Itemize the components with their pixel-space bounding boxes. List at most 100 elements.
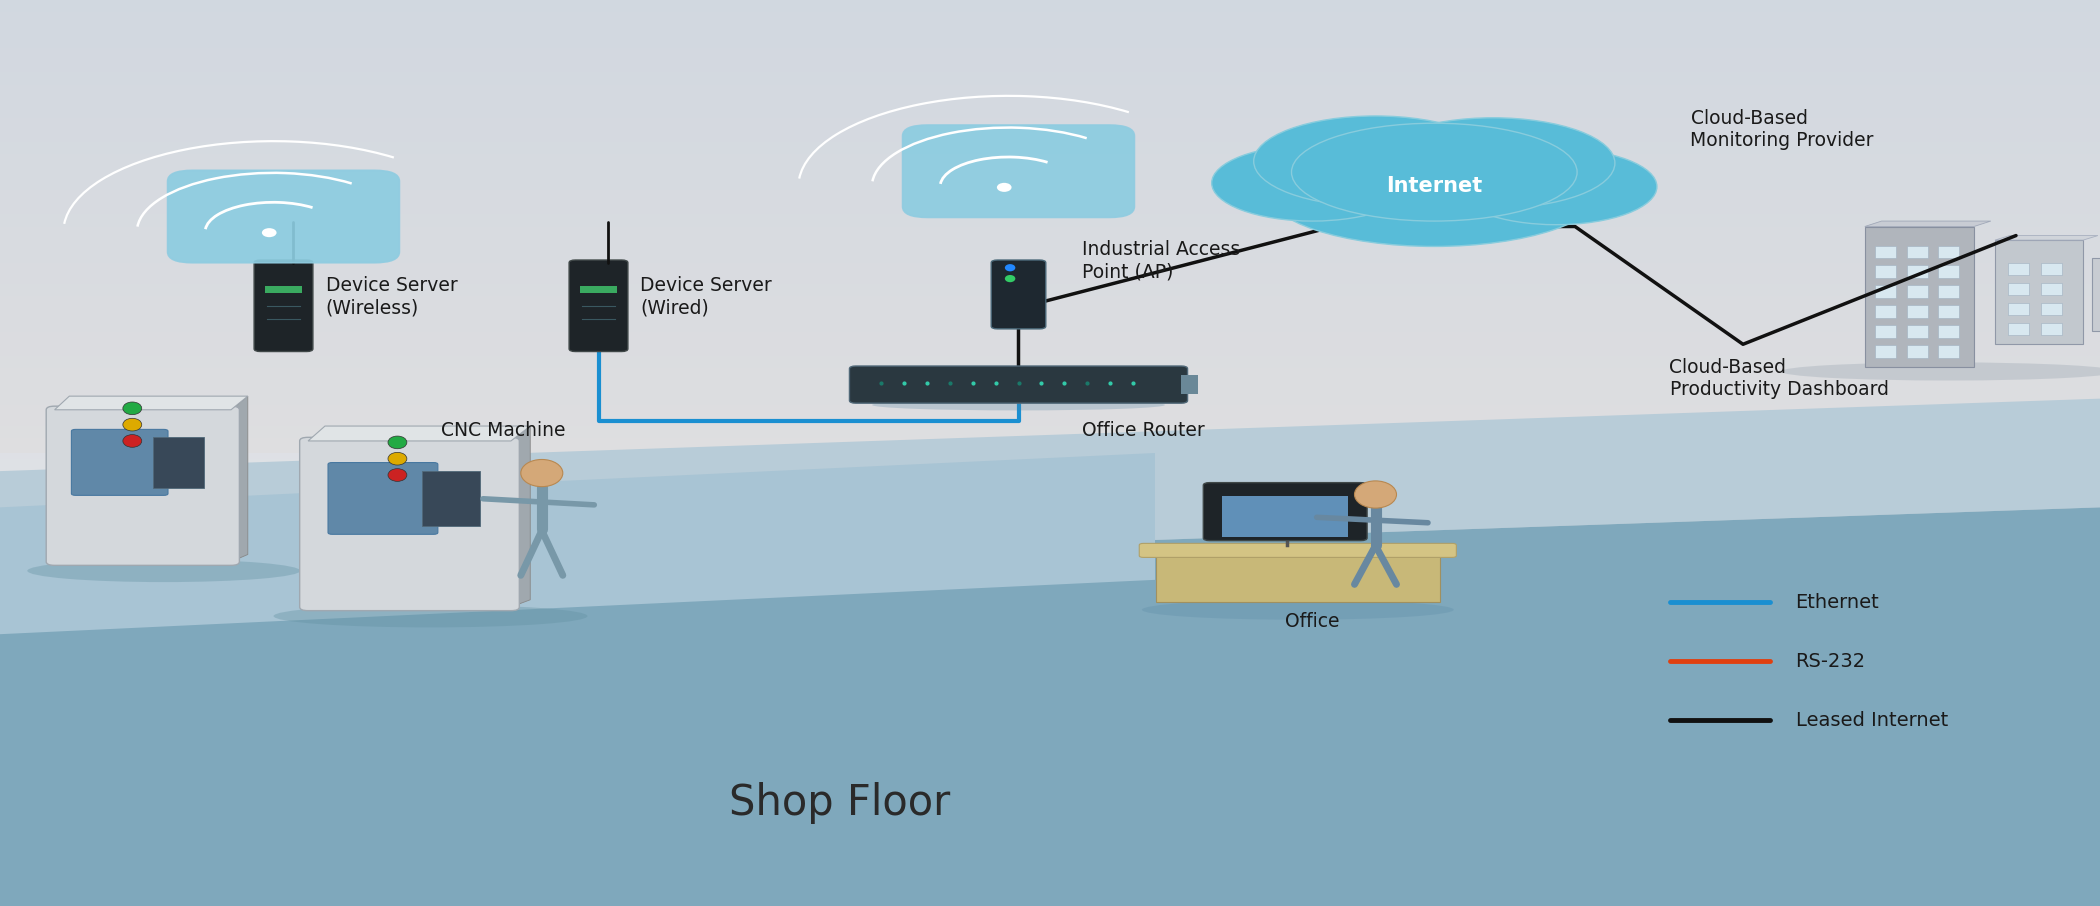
Bar (0, 704, 2100, 707)
Bar (1875, 285, 1896, 298)
Bar (0, 34, 2100, 36)
Text: Cloud-Based
Productivity Dashboard: Cloud-Based Productivity Dashboard (1670, 358, 1888, 399)
Bar (0, 462, 2100, 465)
Ellipse shape (1266, 134, 1602, 246)
Ellipse shape (872, 400, 1166, 410)
Bar (0, 849, 2100, 852)
Bar (0, 396, 2100, 399)
Bar (0, 314, 2100, 317)
Bar (0, 57, 2100, 61)
Bar (0, 160, 2100, 163)
Bar (0, 21, 2100, 24)
Polygon shape (510, 426, 529, 607)
Bar (0, 305, 2100, 308)
Bar (0, 779, 2100, 782)
Bar (1938, 246, 1959, 258)
Bar (0, 824, 2100, 827)
Ellipse shape (273, 605, 588, 627)
Bar (0, 233, 2100, 236)
Bar (0, 673, 2100, 677)
Bar (0, 498, 2100, 501)
Bar (0, 610, 2100, 613)
Bar (0, 655, 2100, 659)
Bar (0, 809, 2100, 813)
Bar (0, 242, 2100, 245)
FancyBboxPatch shape (1138, 544, 1457, 557)
Bar (0, 166, 2100, 169)
Bar (2008, 303, 2029, 315)
Polygon shape (1865, 221, 1991, 226)
Bar (422, 471, 479, 526)
Bar (0, 199, 2100, 202)
Bar (0, 88, 2100, 91)
Bar (0, 897, 2100, 900)
Bar (0, 202, 2100, 206)
Bar (0, 172, 2100, 175)
Bar (0, 287, 2100, 290)
FancyBboxPatch shape (1203, 483, 1367, 541)
Bar (0, 229, 2100, 233)
Ellipse shape (262, 228, 277, 237)
Bar (0, 351, 2100, 353)
Bar (0, 281, 2100, 284)
Bar (0, 338, 2100, 342)
Bar (0, 634, 2100, 637)
Bar (0, 296, 2100, 299)
Bar (1907, 325, 1928, 338)
Bar (0, 670, 2100, 673)
Ellipse shape (388, 452, 407, 465)
Bar (0, 6, 2100, 9)
Bar (1222, 496, 1348, 537)
Bar (0, 79, 2100, 82)
Bar (0, 843, 2100, 845)
Bar (0, 791, 2100, 795)
Bar (0, 247, 2100, 251)
Bar (0, 528, 2100, 532)
Bar (0, 419, 2100, 423)
Ellipse shape (27, 560, 300, 583)
Ellipse shape (122, 402, 143, 415)
Bar (0, 236, 2100, 238)
Bar (0, 48, 2100, 52)
Bar (0, 82, 2100, 84)
Bar (0, 9, 2100, 12)
Bar (0, 148, 2100, 151)
Bar (0, 333, 2100, 335)
Bar (0, 124, 2100, 127)
Bar (1865, 226, 1974, 367)
Bar (0, 514, 2100, 516)
Bar (0, 501, 2100, 505)
FancyBboxPatch shape (46, 406, 239, 565)
Bar (0, 700, 2100, 704)
Bar (0, 553, 2100, 555)
Ellipse shape (1004, 265, 1014, 272)
Bar (0, 731, 2100, 734)
Bar (0, 317, 2100, 320)
Bar (0, 66, 2100, 70)
Bar (0, 601, 2100, 604)
Bar (0, 535, 2100, 537)
Bar (0, 827, 2100, 831)
Bar (0, 417, 2100, 419)
Bar (0, 740, 2100, 743)
Bar (0, 447, 2100, 450)
Bar (0, 722, 2100, 725)
Bar (0, 188, 2100, 190)
Bar (0, 598, 2100, 601)
Bar (0, 399, 2100, 401)
Bar (0, 577, 2100, 580)
Bar (0, 215, 2100, 217)
Ellipse shape (1371, 118, 1615, 208)
Bar (0, 550, 2100, 553)
Bar (0, 806, 2100, 809)
Bar (0, 523, 2100, 525)
Bar (0, 362, 2100, 365)
Bar (0, 256, 2100, 260)
Bar (0, 178, 2100, 181)
Bar (2041, 323, 2062, 335)
Bar (0, 650, 2100, 652)
Bar (0, 269, 2100, 272)
Bar (0, 226, 2100, 229)
Bar (0, 691, 2100, 695)
Bar (0, 139, 2100, 142)
